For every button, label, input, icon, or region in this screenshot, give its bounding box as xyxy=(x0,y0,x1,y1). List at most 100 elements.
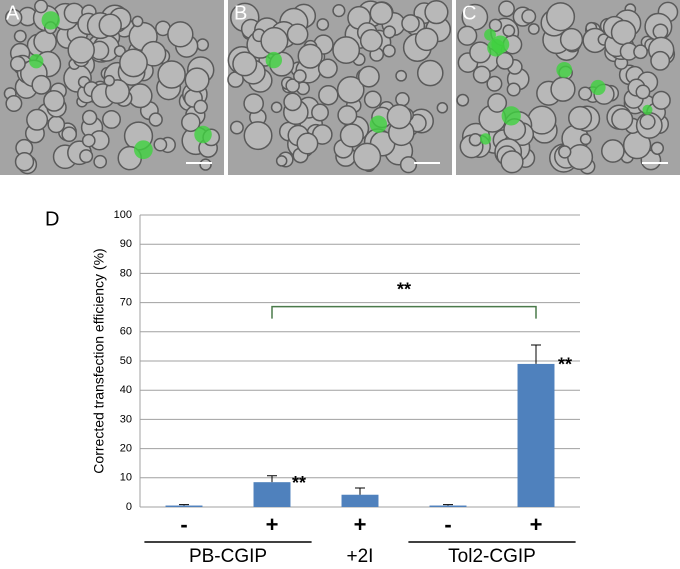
cell xyxy=(357,65,380,88)
cell xyxy=(5,95,23,113)
cell xyxy=(469,41,492,64)
cell xyxy=(153,137,168,152)
y-tick-label: 40 xyxy=(120,384,132,396)
cell xyxy=(502,24,516,38)
fluorescent-cell xyxy=(265,51,283,69)
cell xyxy=(79,149,94,164)
micrographs: A B C xyxy=(0,0,680,175)
cell xyxy=(650,141,665,155)
cell xyxy=(316,18,330,31)
cell xyxy=(424,0,449,25)
cell xyxy=(337,105,358,126)
y-tick-label: 50 xyxy=(120,355,132,367)
panel-label: A xyxy=(6,2,20,24)
cell xyxy=(339,123,364,148)
cell xyxy=(550,76,576,102)
cell xyxy=(651,90,671,110)
y-tick-label: 30 xyxy=(120,413,132,425)
cell xyxy=(47,115,66,134)
cell xyxy=(81,109,98,126)
bar xyxy=(253,482,291,507)
cell xyxy=(639,113,656,130)
cell xyxy=(495,51,514,70)
cell xyxy=(232,51,258,77)
y-tick-label: 70 xyxy=(120,297,132,309)
cell xyxy=(386,103,412,130)
cell xyxy=(399,156,418,174)
cell xyxy=(311,103,329,122)
cell xyxy=(382,25,397,39)
cell xyxy=(199,158,212,171)
error-bar xyxy=(267,475,277,483)
y-tick-label: 0 xyxy=(126,501,132,513)
fluorescent-cell xyxy=(369,115,388,133)
cell xyxy=(401,14,420,33)
cell xyxy=(275,155,288,167)
y-tick-label: 80 xyxy=(120,267,132,279)
fluorescent-cell xyxy=(556,61,573,78)
cell xyxy=(67,36,95,64)
cell xyxy=(193,99,208,115)
cell xyxy=(318,85,339,106)
x-tick-label: + xyxy=(266,512,279,537)
cell xyxy=(352,142,382,171)
bar xyxy=(341,494,379,507)
group-label: PB-CGIP xyxy=(189,546,267,567)
cell xyxy=(610,19,637,46)
bar xyxy=(165,505,203,507)
cell xyxy=(317,58,338,79)
error-bar xyxy=(443,504,453,506)
cell xyxy=(382,44,396,58)
cell xyxy=(270,101,283,114)
cell xyxy=(369,1,394,25)
cell xyxy=(98,13,122,37)
fluorescent-cell xyxy=(642,104,653,115)
cell xyxy=(167,21,194,48)
cell xyxy=(243,93,264,114)
cell xyxy=(332,4,346,18)
error-bar xyxy=(531,344,541,364)
cell xyxy=(229,120,244,135)
cell xyxy=(157,60,186,89)
x-tick-label: - xyxy=(444,512,451,537)
cell xyxy=(578,86,593,101)
cell xyxy=(81,133,96,148)
cell xyxy=(500,150,524,174)
cell xyxy=(359,29,383,53)
cell xyxy=(119,48,148,78)
x-tick-label: - xyxy=(180,512,187,537)
cell xyxy=(26,108,49,131)
y-axis-label: Corrected transfection efficiency (%) xyxy=(91,248,107,473)
cell xyxy=(633,44,648,60)
group-label: Tol2-CGIP xyxy=(448,546,536,567)
cell xyxy=(336,75,365,104)
cell xyxy=(293,69,307,83)
panel-label: C xyxy=(462,2,476,24)
cell xyxy=(131,15,144,28)
cell xyxy=(395,69,408,82)
cell xyxy=(297,43,323,69)
fluorescent-cell xyxy=(41,11,60,30)
cell xyxy=(332,36,361,64)
cell xyxy=(283,92,302,112)
cell xyxy=(243,121,273,151)
cell xyxy=(395,92,410,107)
cell xyxy=(285,78,300,93)
cell xyxy=(196,38,210,52)
cell xyxy=(527,23,540,35)
cell xyxy=(34,0,49,14)
cell xyxy=(468,133,483,147)
cell xyxy=(436,101,449,114)
y-tick-label: 10 xyxy=(120,472,132,484)
group-label: +2I xyxy=(347,546,374,567)
error-bar xyxy=(179,504,189,506)
fluorescent-cell xyxy=(29,54,44,69)
panel-label: B xyxy=(234,2,247,24)
x-tick-label: + xyxy=(530,512,543,537)
cell xyxy=(567,144,594,171)
annotation: ** xyxy=(292,473,306,493)
fluorescent-cell xyxy=(134,140,153,160)
cell xyxy=(9,55,26,72)
